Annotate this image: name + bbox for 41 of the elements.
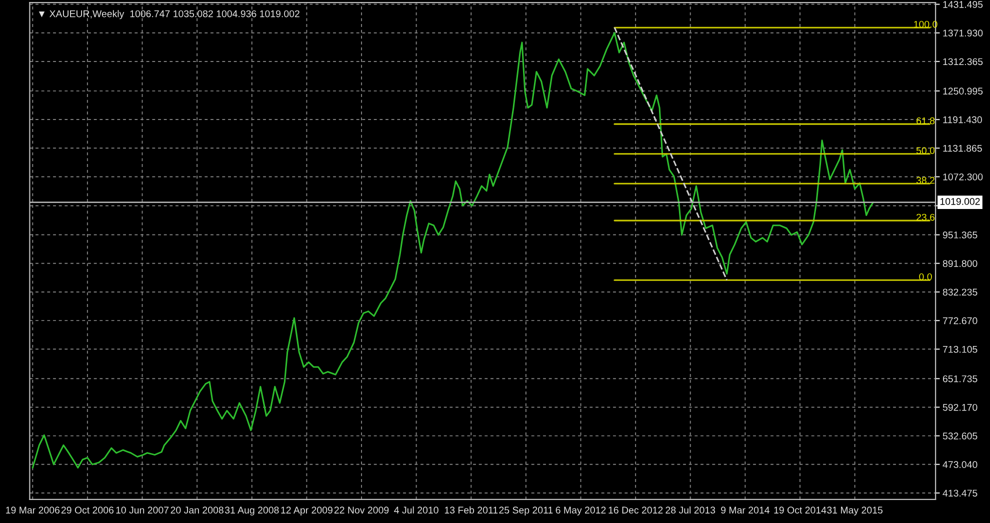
y-tick-label: 1131.865 [943, 144, 982, 152]
x-tick-label: 16 Dec 2012 [608, 506, 663, 514]
ref-line-label: 1019.002 [940, 198, 980, 205]
x-tick-label: 12 Apr 2009 [281, 506, 332, 516]
y-tick-label: 891.800 [942, 260, 978, 267]
y-tick-label: 413.475 [942, 490, 978, 497]
x-tick-label: 22 Nov 2009 [334, 506, 389, 514]
y-tick-label: 832.235 [942, 288, 978, 296]
x-tick-label: 29 Oct 2006 [61, 506, 114, 514]
y-tick-label: 1191.430 [943, 116, 982, 124]
annotation: 61.8 [916, 117, 935, 124]
x-tick-label: 4 Jul 2010 [394, 506, 438, 514]
y-tick-label: 651.735 [942, 375, 978, 382]
y-tick-label: 1250.995 [943, 88, 983, 95]
y-tick-label: 1371.930 [943, 30, 983, 37]
text: ▼ XAUEUR,Weekly 1006.747 1035.082 1004.936 1019.002 [38, 10, 300, 20]
y-tick-label: 713.105 [942, 346, 978, 353]
line-series [32, 32, 874, 469]
x-tick-label: 31 May 2015 [827, 506, 882, 516]
annotation: 38.2 [916, 176, 934, 184]
y-tick-label: 592.170 [942, 404, 978, 411]
x-tick-label: 19 Mar 2006 [6, 506, 60, 514]
x-tick-label: 20 Jan 2008 [170, 506, 224, 514]
x-tick-label: 10 Jun 2007 [116, 506, 169, 514]
x-tick-label: 25 Sep 2011 [499, 506, 553, 516]
y-tick-label: 532.605 [942, 432, 978, 440]
y-tick-label: 1312.365 [943, 58, 983, 66]
annotation: 50.0 [916, 147, 935, 154]
y-tick-label: 473.040 [942, 461, 978, 468]
x-tick-label: 13 Feb 2011 [444, 506, 498, 514]
x-tick-label: 6 May 2012 [556, 506, 606, 516]
y-tick-label: 951.365 [942, 232, 978, 238]
x-tick-label: 31 Aug 2008 [224, 506, 279, 516]
annotation: 0.0 [919, 273, 932, 280]
x-tick-label: 19 Oct 2014 [774, 506, 826, 514]
x-tick-label: 28 Jul 2013 [666, 506, 716, 514]
annotation: 23.6 [916, 214, 935, 221]
y-tick-label: 1072.300 [943, 173, 983, 180]
y-tick-label: 1431.495 [943, 1, 983, 8]
x-tick-label: 9 Mar 2014 [721, 506, 770, 514]
y-tick-label: 772.670 [942, 317, 978, 324]
